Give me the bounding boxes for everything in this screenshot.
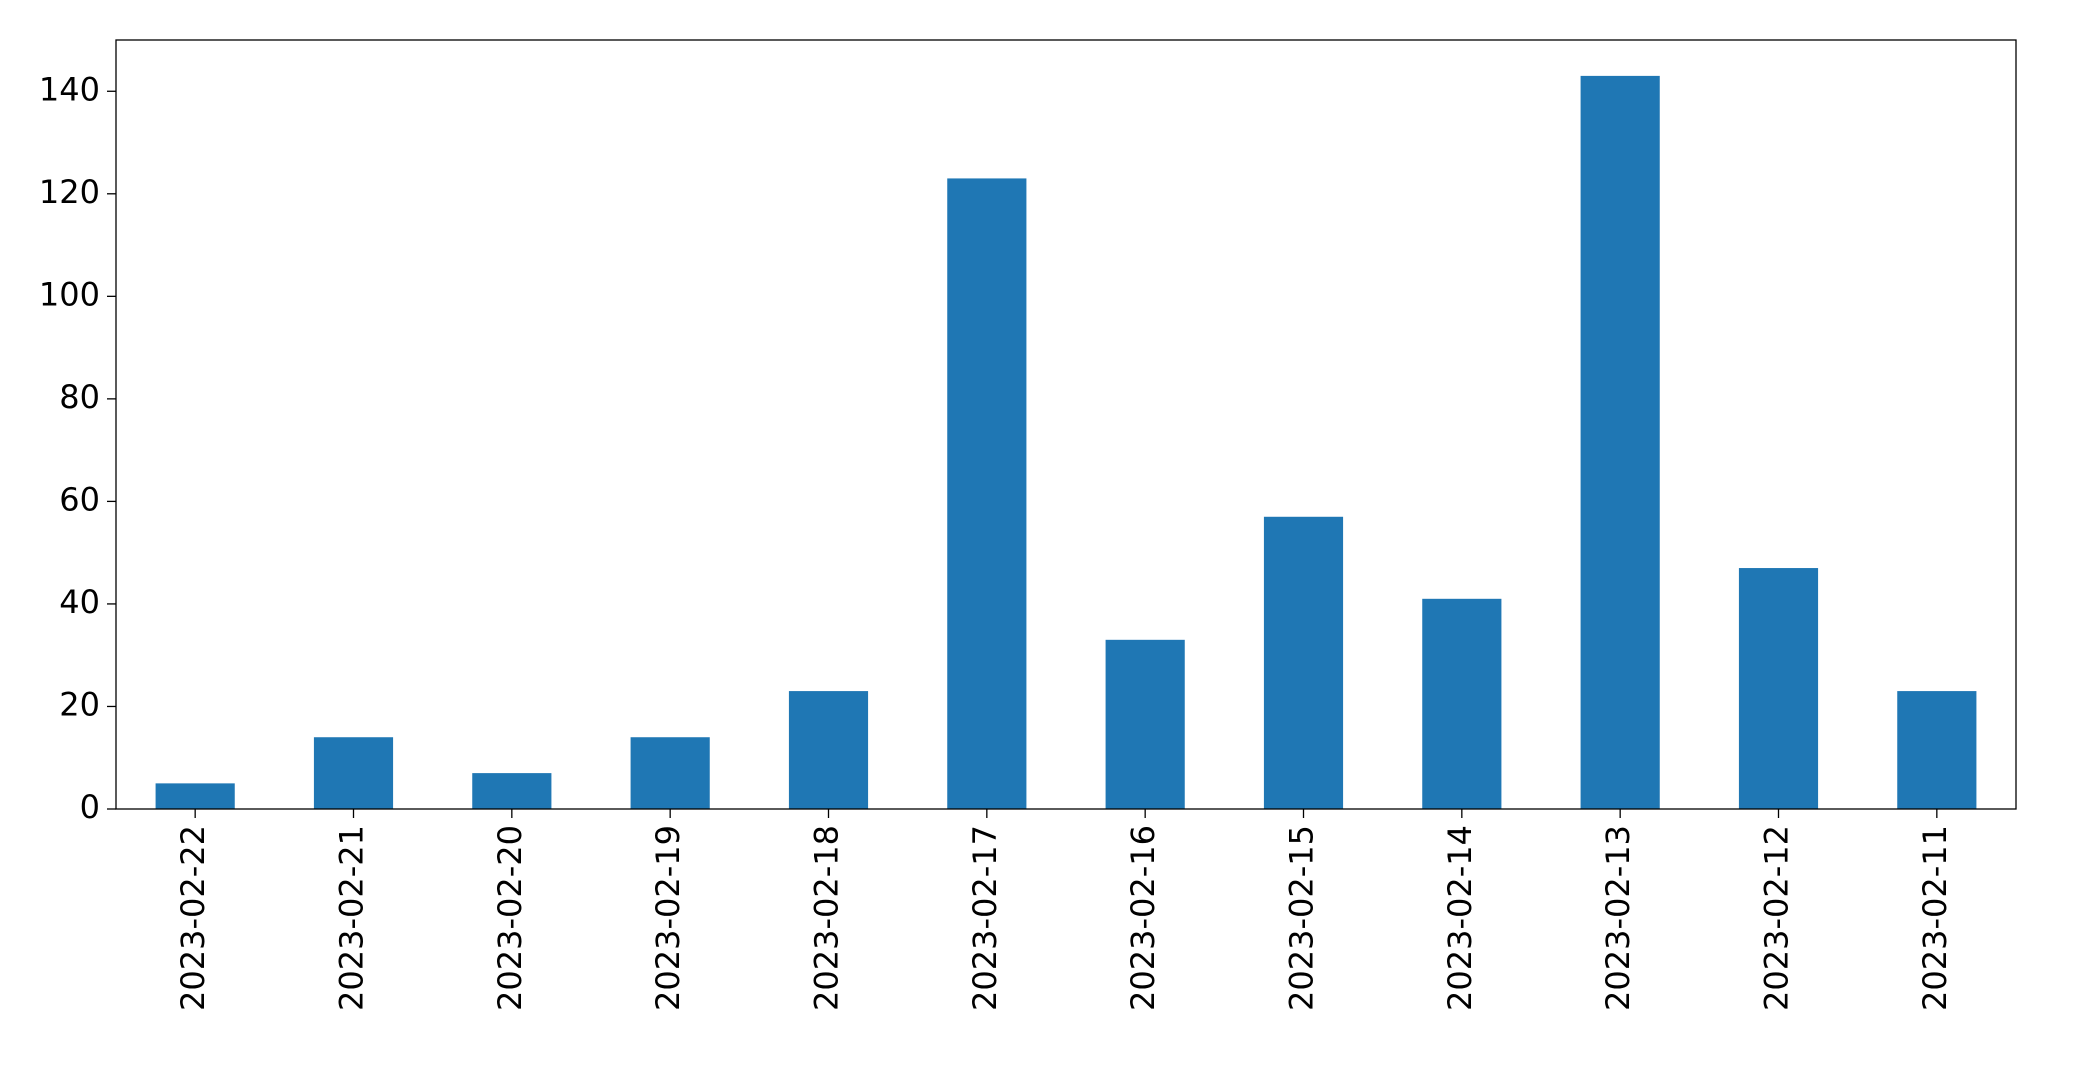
y-tick-label: 140 — [39, 70, 100, 108]
y-tick-label: 40 — [59, 583, 100, 621]
x-tick-label: 2023-02-18 — [808, 825, 846, 1011]
x-tick-label: 2023-02-11 — [1916, 825, 1954, 1011]
x-tick-label: 2023-02-13 — [1599, 825, 1637, 1011]
bar — [313, 737, 394, 809]
bar — [1897, 691, 1977, 809]
x-tick-label: 2023-02-22 — [174, 825, 212, 1011]
x-tick-label: 2023-02-19 — [649, 825, 687, 1011]
x-tick-label: 2023-02-15 — [1283, 825, 1321, 1011]
bar — [1422, 598, 1502, 809]
bar — [1105, 639, 1185, 809]
y-tick-label: 20 — [59, 685, 100, 723]
y-tick-label: 120 — [39, 173, 100, 211]
bar — [1580, 75, 1660, 810]
plot-frame — [115, 39, 2017, 810]
bar — [1263, 516, 1344, 809]
bar — [1738, 568, 1819, 809]
bar — [788, 691, 869, 809]
bar — [472, 773, 552, 809]
bar — [155, 783, 235, 809]
bar — [630, 737, 710, 809]
x-tick-label: 2023-02-17 — [966, 825, 1004, 1011]
x-tick-label: 2023-02-12 — [1758, 825, 1796, 1011]
y-tick-label: 100 — [39, 275, 100, 313]
y-tick-label: 80 — [59, 378, 100, 416]
y-tick-label: 60 — [59, 480, 100, 518]
y-tick-label: 0 — [80, 788, 100, 826]
x-tick-label: 2023-02-14 — [1441, 825, 1479, 1011]
bar — [947, 178, 1027, 810]
x-tick-label: 2023-02-21 — [333, 825, 371, 1011]
x-tick-label: 2023-02-16 — [1124, 825, 1162, 1011]
x-tick-label: 2023-02-20 — [491, 825, 529, 1011]
